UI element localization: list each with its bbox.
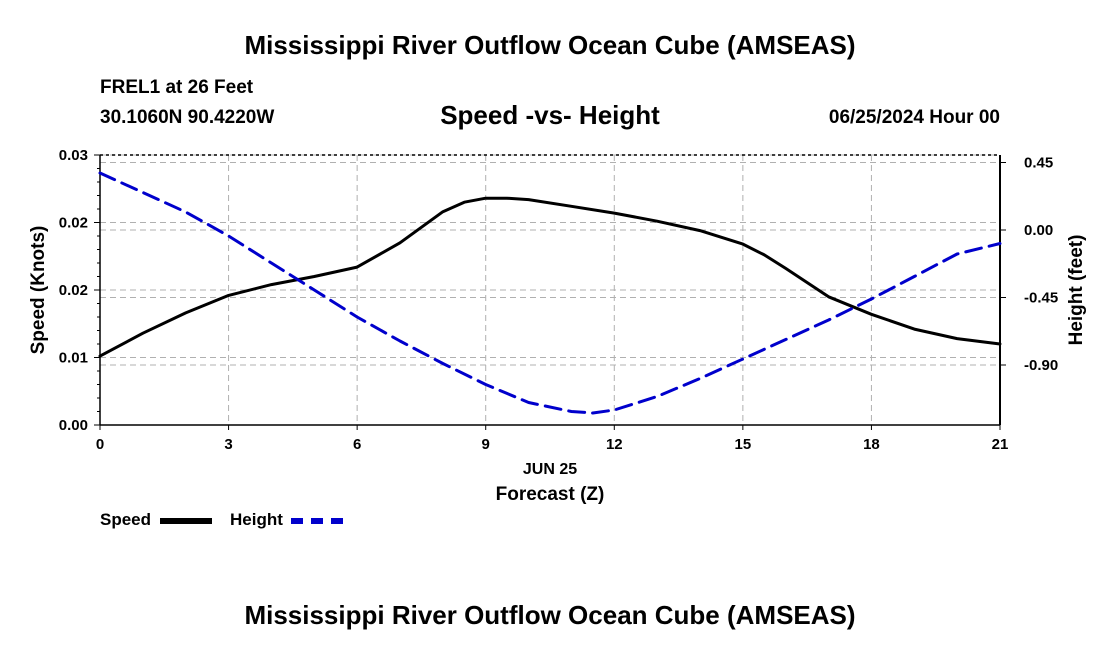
grid xyxy=(100,154,1000,425)
y-right-tick-label: -0.45 xyxy=(1024,290,1058,307)
y-left-tick-label: 0.01 xyxy=(59,350,88,367)
legend-swatch-speed xyxy=(160,518,212,524)
main-title: Mississippi River Outflow Ocean Cube (AM… xyxy=(244,30,856,60)
x-tick-label: 0 xyxy=(96,436,104,453)
y-left-axis-title: Speed (Knots) xyxy=(28,226,49,355)
y-left-tick-label: 0.02 xyxy=(59,215,88,232)
x-tick-label: 18 xyxy=(863,436,880,453)
x-tick-label: 21 xyxy=(992,436,1009,453)
legend-swatch-height xyxy=(291,518,343,524)
x-tick-label: 9 xyxy=(482,436,490,453)
x-tick-label: 12 xyxy=(606,436,623,453)
y-right-tick-label: 0.45 xyxy=(1024,155,1053,172)
y-left-tick-label: 0.00 xyxy=(59,417,88,434)
x-tick-label: 15 xyxy=(735,436,752,453)
legend-label-height: Height xyxy=(230,510,283,529)
footer-title: Mississippi River Outflow Ocean Cube (AM… xyxy=(244,600,856,630)
series-line-speed xyxy=(98,196,1002,358)
chart-title: Speed -vs- Height xyxy=(440,100,660,130)
forecast-date: 06/25/2024 Hour 00 xyxy=(828,107,1000,128)
series-line-height xyxy=(98,171,1002,415)
axes xyxy=(94,154,1006,430)
x-axis-date-label: JUN 25 xyxy=(523,461,577,478)
station-coordinates: 30.1060N 90.4220W xyxy=(100,107,275,128)
x-tick-label: 3 xyxy=(224,436,232,453)
axis-labels: 0 3 6 9 12 15 18 21 0.00 0.01 0.02 0.02 0.03 0.45 0.00… xyxy=(28,147,1087,505)
x-tick-label: 6 xyxy=(353,436,361,453)
y-right-tick-label: 0.00 xyxy=(1024,222,1053,239)
x-axis-title: Forecast (Z) xyxy=(496,484,605,505)
y-right-tick-label: -0.90 xyxy=(1024,357,1058,374)
series-layer xyxy=(98,171,1002,415)
y-left-tick-label: 0.03 xyxy=(59,147,88,164)
y-right-axis-title: Height (feet) xyxy=(1066,235,1087,346)
legend-label-speed: Speed xyxy=(100,510,152,529)
y-left-tick-label: 0.02 xyxy=(59,282,88,299)
station-name: FREL1 at 26 Feet xyxy=(100,77,254,98)
